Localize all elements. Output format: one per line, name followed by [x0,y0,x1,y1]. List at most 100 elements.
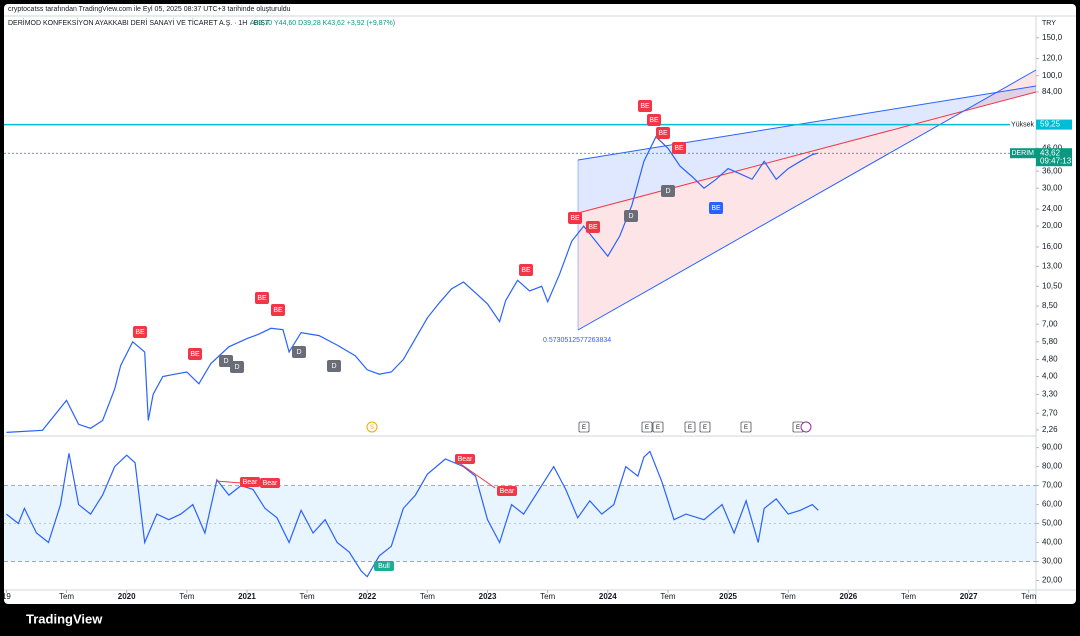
signal-marker [133,326,147,338]
signal-marker [188,348,202,360]
ohlc: A39,70 Y44,60 D39,28 K43,62 +3,92 (+9,87… [250,20,395,27]
y-tick-label: 4,80 [1042,355,1058,364]
series-line [6,135,819,433]
level-time: 09:47:13 [1040,156,1072,165]
signal-label: D [665,188,670,195]
signal-marker [568,212,582,224]
event-label: E [744,425,748,431]
signal-marker [230,361,244,373]
y-tick-label: 84,00 [1042,87,1063,96]
signal-marker [271,304,285,316]
y-tick-label: 3,30 [1042,390,1058,399]
x-tick-label: Tem [300,592,315,601]
brand: TradingView [26,611,103,626]
y-tick-label: 50,00 [1042,519,1063,528]
signal-label: D [331,363,336,370]
event-marker [652,421,664,433]
level-price-box [1036,148,1072,167]
x-tick-label: Tem [59,592,74,601]
signal-marker [709,202,723,214]
level-name: Yüksek [1011,121,1034,128]
event-marker [800,421,812,433]
rsi-marker-label: Bear [243,479,258,486]
symbol-title: DERİMOD KONFEKSİYON AYAKKABI DERİ SANAYİ… [8,18,270,27]
y-tick-label: 70,00 [1042,481,1063,490]
y-tick-label: 46,00 [1042,143,1063,152]
y-tick-label: 24,00 [1042,204,1063,213]
y-tick-label: 8,50 [1042,301,1058,310]
x-tick-label: 2025 [719,592,737,601]
signal-label: D [223,358,228,365]
triangle-drawing [577,69,1037,331]
signal-marker [327,360,341,372]
signal-label: BE [711,205,721,212]
trend-line [577,91,1037,214]
x-tick-label: Tem [901,592,916,601]
rsi-marker-label: Bear [263,480,278,487]
y-tick-label: 60,00 [1042,500,1063,509]
signal-label: D [296,349,301,356]
signal-marker [661,185,675,197]
x-tick-label: 2027 [960,592,978,601]
signal-marker [519,264,533,276]
x-tick-label: 2024 [599,592,617,601]
rsi-marker-label: Bear [458,456,473,463]
y-tick-label: 30,00 [1042,557,1063,566]
y-tick-label: 20,00 [1042,221,1063,230]
signal-label: BE [570,215,580,222]
rsi-marker [240,477,260,487]
panel [4,4,1076,604]
event-marker [641,421,653,433]
event-label: E [656,425,660,431]
wedge-upper [578,86,1036,213]
signal-marker [656,127,670,139]
rsi-marker [455,454,475,464]
x-tick-label: Tem [781,592,796,601]
signal-marker [586,221,600,233]
x-tick-label: Tem [1021,592,1036,601]
divergence-line [454,459,496,489]
attribution: cryptocatss tarafından TradingView.com i… [8,6,291,13]
signal-label: BE [649,117,659,124]
y-tick-label: 150,0 [1042,33,1063,42]
signal-label: BE [135,329,145,336]
signal-label: BE [640,103,650,110]
event-marker [684,421,696,433]
signal-marker [292,346,306,358]
x-tick-label: 2021 [238,592,256,601]
y-tick-label: 4,00 [1042,372,1058,381]
footer [4,604,1076,636]
event-label: S [370,425,374,431]
event-label: E [645,425,649,431]
x-tick-label: 19 [2,592,11,601]
signal-label: BE [674,145,684,152]
signal-label: BE [273,307,283,314]
rsi-marker [374,561,394,571]
y-tick-label: 30,00 [1042,183,1063,192]
level-price-box [1036,119,1072,130]
y-tick-label: 5,80 [1042,337,1058,346]
level-name-box [1010,119,1036,130]
y-tick-label: 90,00 [1042,443,1063,452]
x-tick-label: Tem [420,592,435,601]
event-marker [740,421,752,433]
event-marker [366,421,378,433]
x-tick-label: Tem [540,592,555,601]
y-tick-label: 120,0 [1042,54,1063,63]
event-label: E [582,425,586,431]
fib-label: 0.5730512577263834 [543,337,611,344]
level-price: 43,62 [1040,148,1061,157]
level-price: 59,25 [1040,120,1061,129]
event-label: E [703,425,707,431]
event-marker [578,421,590,433]
signal-label: D [628,213,633,220]
x-tick-label: 2020 [118,592,136,601]
x-tick-label: 2022 [358,592,376,601]
x-tick-label: Tem [179,592,194,601]
trend-line [577,69,1037,331]
signal-label: D [234,364,239,371]
rsi-marker [497,486,517,496]
y-tick-label: 20,00 [1042,576,1063,585]
